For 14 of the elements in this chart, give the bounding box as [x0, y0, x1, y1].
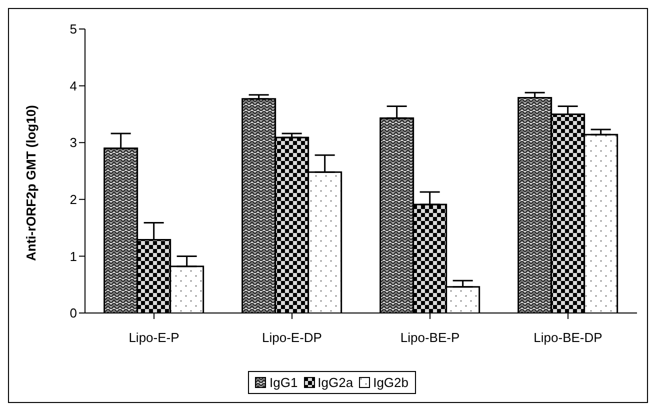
x-tick-label: Lipo-BE-P [400, 330, 460, 346]
legend-label: IgG1 [268, 375, 298, 390]
legend-label: IgG2a [316, 375, 354, 390]
y-tick-label: 2 [70, 192, 77, 208]
x-tick-label: Lipo-E-DP [262, 330, 322, 346]
y-tick-label: 0 [70, 306, 77, 321]
y-tick-label: 5 [70, 22, 77, 37]
x-tick-label: Lipo-E-P [128, 330, 180, 346]
y-tick-label: 3 [70, 135, 77, 150]
y-tick-label: 1 [70, 248, 77, 264]
x-tick-label: Lipo-BE-DP [534, 330, 602, 346]
y-tick-label: 4 [70, 78, 77, 94]
y-axis-title: Anti-rORF2p GMT (log10) [24, 105, 39, 261]
legend-label: IgG2b [372, 375, 409, 390]
